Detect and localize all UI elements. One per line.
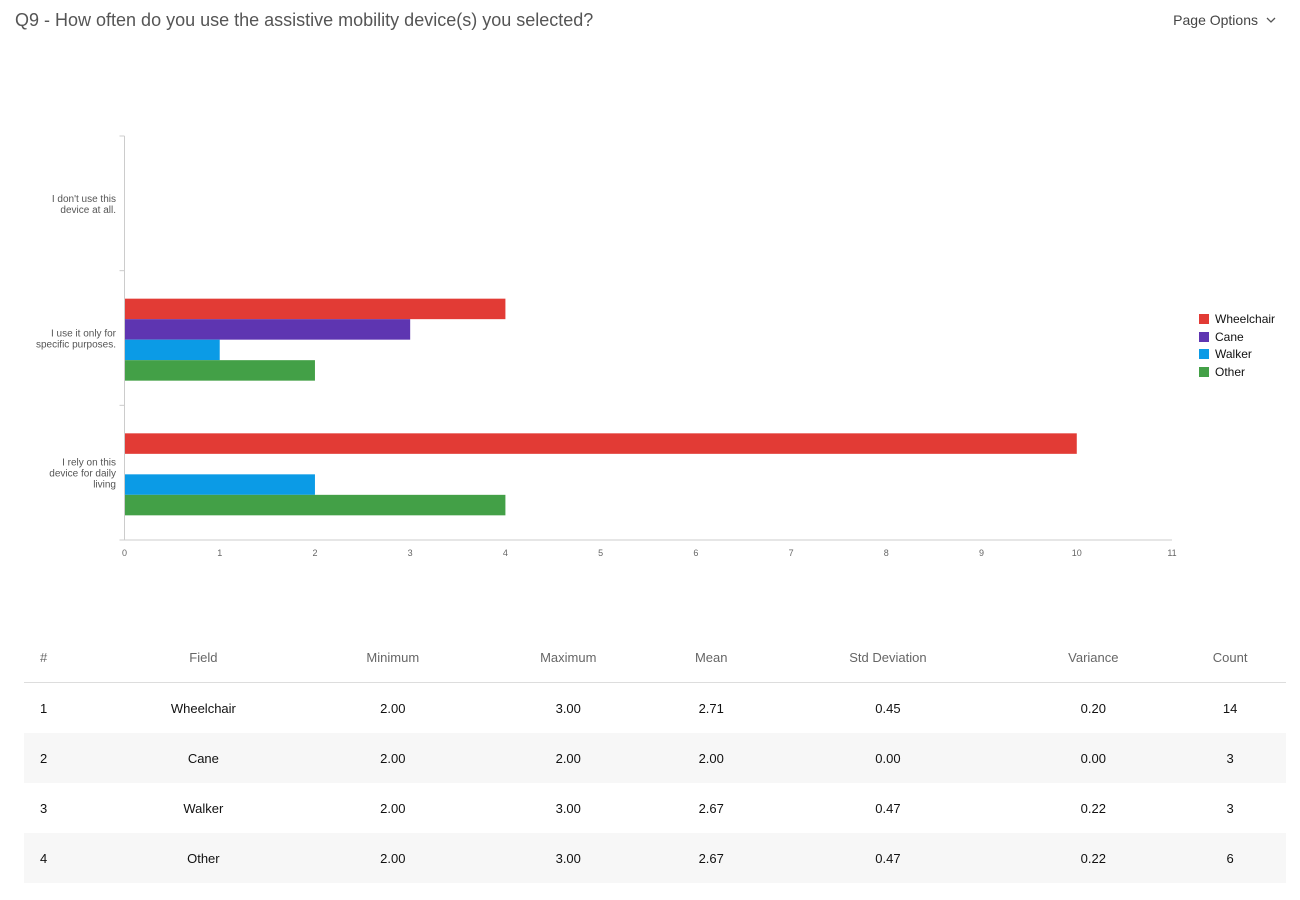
table-cell: 0.47 [763,833,1013,883]
bar-wheelchair [125,433,1077,454]
legend-item: Walker [1199,347,1275,362]
table-cell: 4 [24,833,99,883]
table-cell: 0.20 [1080,700,1106,716]
x-tick-label: 7 [789,548,794,558]
legend-label: Cane [1215,329,1244,344]
table-cell: 2.00 [307,733,478,783]
legend-swatch [1199,366,1209,377]
bar-cane [125,319,411,340]
table-cell: 0.45 [875,700,901,716]
bar-walker [125,474,315,495]
bar-walker [125,339,220,361]
x-tick-label: 2 [312,548,317,558]
category-label-line: I rely on this [62,458,116,469]
column-header: Field [98,632,308,683]
column-header: Minimum [307,632,478,683]
table-cell: 3 [40,800,48,816]
table-cell: 1 [40,700,48,716]
category-label-line: I use it only for [51,329,117,340]
bar-chart: I don't use this device at all. I use it o… [36,135,1177,558]
x-tick-label: 8 [884,548,889,558]
legend-label: Wheelchair [1215,312,1276,327]
category-label: I use it only for specific purposes. [36,329,117,351]
table-cell: 2.00 [380,700,406,716]
table-row: 2 Cane 2.00 2.00 2.00 0.00 0.00 3 [24,733,1286,783]
category-label: I don't use this device at all. [52,194,116,216]
table-cell: 0.00 [763,733,1013,783]
table-cell: 0.47 [875,800,901,816]
category-label-line: I don't use this [52,194,116,205]
x-tick-label: 4 [503,548,508,558]
table-cell: 3 [1226,800,1234,816]
legend-item: Cane [1199,330,1275,345]
table-cell: Cane [98,733,308,783]
page-options-label: Page Options [1173,12,1258,28]
table-cell: 2.00 [307,833,478,883]
column-header: Std Deviation [763,632,1013,683]
table-cell: 0.22 [1012,833,1175,883]
x-tick-label: 0 [122,548,127,558]
x-tick-label: 9 [979,548,984,558]
x-tick-label: 10 [1072,548,1082,558]
table-cell: 2.67 [698,800,724,816]
column-header: Maximum [477,632,659,683]
table-row: 3 Walker 2.00 3.00 2.67 0.47 0.22 3 [24,783,1286,833]
column-header: Count [1174,632,1286,683]
table-cell: 6 [1174,833,1286,883]
category-label-line: specific purposes. [36,340,116,351]
table-cell: 2 [24,733,99,783]
table-cell: 3.00 [555,700,581,716]
x-tick-label: 1 [217,548,222,558]
table-cell: 2.00 [477,733,659,783]
table-cell: 3 [1174,733,1286,783]
table-cell: 2.00 [658,733,764,783]
x-tick-label: 6 [693,548,698,558]
table-row: 4 Other 2.00 3.00 2.67 0.47 0.22 6 [24,833,1286,883]
legend-item: Other [1199,365,1275,380]
chart-legend: Wheelchair Cane Walker Other [1199,312,1275,379]
legend-swatch [1199,331,1209,342]
column-header: Variance [1012,632,1175,683]
table-header-row: # Field Minimum Maximum Mean Std Deviati… [24,632,1286,683]
x-tick-label: 3 [408,548,413,558]
category-label: I rely on this device for daily living [49,458,116,491]
table-cell: 14 [1222,700,1238,716]
table-cell: 3.00 [555,800,581,816]
column-header: Mean [658,632,764,683]
category-label-line: living [93,480,116,491]
bar-other [125,360,315,381]
table-cell: Wheelchair [170,700,236,716]
category-label-line: device for daily [49,469,116,480]
x-tick-label: 5 [598,548,603,558]
legend-item: Wheelchair [1199,312,1275,327]
column-header: # [24,632,99,683]
page-title: Q9 - How often do you use the assistive … [15,10,594,30]
page-options-button[interactable]: Page Options [1173,12,1276,28]
x-tick-label: 11 [1167,548,1176,558]
table-cell: 2.71 [698,700,724,716]
table-row: 1 Wheelchair 2.00 3.00 2.71 0.45 0.20 14 [24,683,1286,734]
bar-wheelchair [125,298,506,320]
legend-swatch [1199,349,1209,360]
chevron-down-icon [1266,17,1276,23]
table-cell: 3.00 [477,833,659,883]
table-cell: 0.00 [1012,733,1175,783]
statistics-table: # Field Minimum Maximum Mean Std Deviati… [24,632,1286,883]
table-cell: 2.00 [380,800,406,816]
legend-label: Walker [1215,347,1252,362]
table-cell: Other [98,833,308,883]
bar-other [125,494,506,516]
table-cell: 0.22 [1080,800,1106,816]
table-cell: 2.67 [658,833,764,883]
legend-label: Other [1215,364,1246,379]
category-label-line: device at all. [60,205,116,216]
table-cell: Walker [183,800,224,816]
legend-swatch [1199,314,1209,325]
